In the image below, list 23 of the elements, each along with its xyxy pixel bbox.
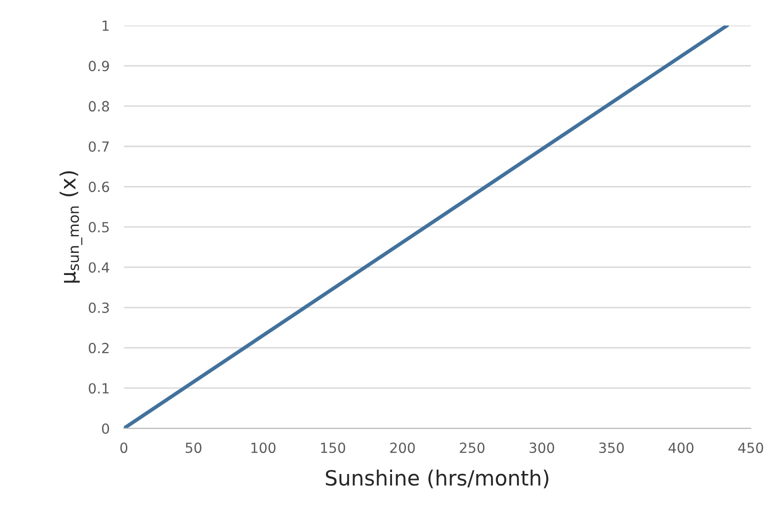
x-tick-label: 300 [530, 442, 554, 454]
y-tick-label: 1 [102, 20, 109, 31]
x-tick-label: 150 [321, 442, 346, 454]
x-tick-label: 200 [390, 442, 415, 454]
x-tick-label: 350 [599, 442, 624, 454]
y-axis-title: μ$_{sun_mon}$ (x) [60, 171, 82, 283]
x-tick-label: 50 [186, 442, 202, 454]
x-axis-title: Sunshine (hrs/month) [326, 470, 548, 488]
x-tick-label: 100 [251, 442, 276, 454]
y-tick-label: 0.9 [88, 60, 109, 72]
x-tick-label: 0 [120, 442, 128, 454]
y-tick-label: 0.4 [88, 262, 110, 273]
y-tick-label: 0.1 [88, 383, 109, 394]
y-tick-label: 0 [102, 423, 110, 434]
y-tick-label: 0.7 [88, 141, 109, 152]
y-tick-label: 0.8 [88, 101, 109, 112]
x-tick-label: 400 [668, 442, 694, 454]
y-tick-label: 0.2 [88, 342, 109, 354]
x-tick-label: 450 [738, 442, 764, 454]
y-tick-label: 0.5 [88, 222, 109, 232]
x-tick-label: 250 [460, 442, 484, 454]
y-tick-label: 0.3 [88, 302, 109, 314]
y-tick-label: 0.6 [88, 182, 110, 192]
